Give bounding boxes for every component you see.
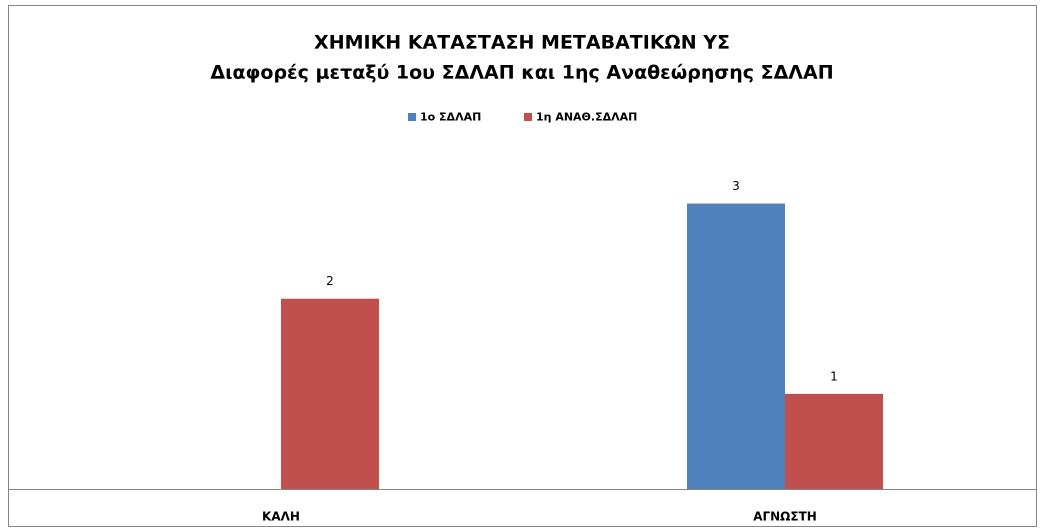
legend-label: 1ο ΣΔΛΑΠ [420, 111, 481, 124]
chart-subtitle: Διαφορές μεταξύ 1ου ΣΔΛΑΠ και 1ης Αναθεώ… [210, 62, 833, 84]
legend-label: 1η ΑΝΑΘ.ΣΔΛΑΠ [536, 111, 637, 124]
chart-title: ΧΗΜΙΚΗ ΚΑΤΑΣΤΑΣΗ ΜΕΤΑΒΑΤΙΚΩΝ ΥΣ [314, 32, 730, 54]
x-tick-label: ΚΑΛΗ [262, 510, 300, 524]
x-tick-label: ΑΓΝΩΣΤΗ [753, 510, 817, 524]
bar [281, 298, 379, 489]
bar [785, 393, 883, 489]
data-label: 1 [830, 369, 838, 383]
data-label: 3 [732, 179, 740, 193]
legend-swatch [408, 113, 416, 121]
data-label: 2 [326, 274, 334, 288]
legend-swatch [524, 113, 532, 121]
bar [687, 203, 785, 490]
